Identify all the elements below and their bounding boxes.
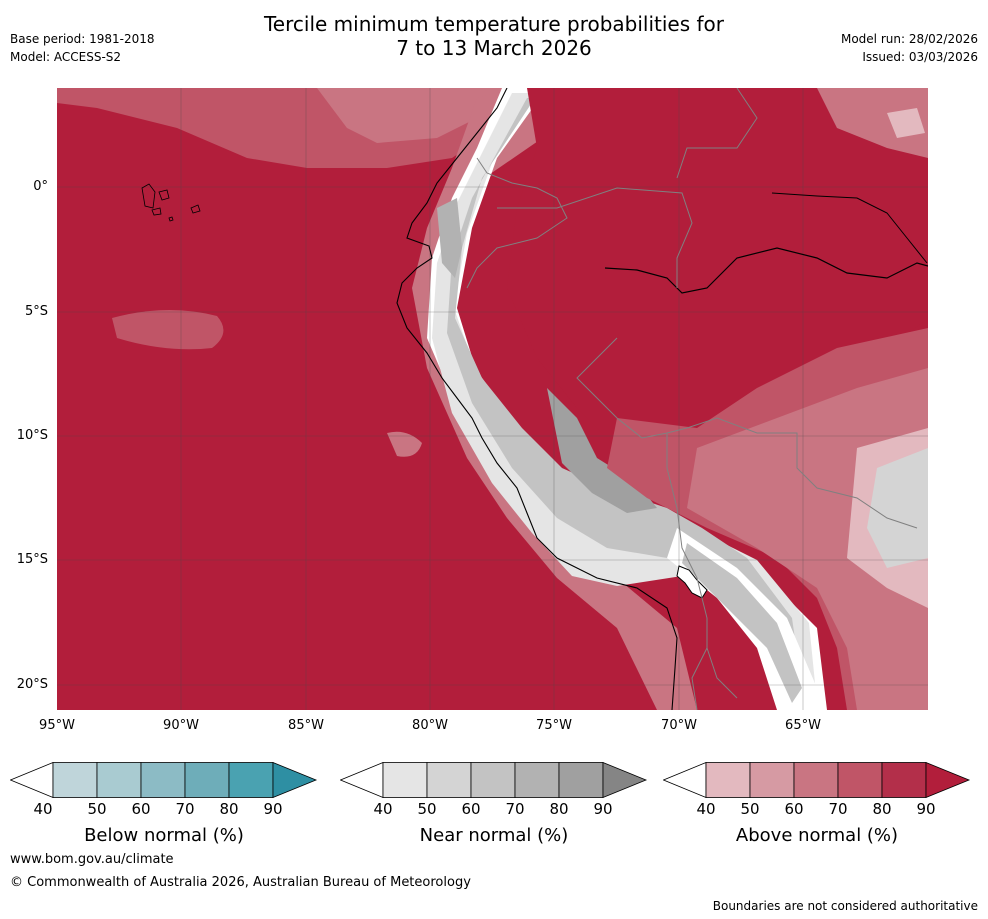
lon-label-80w: 80°W: [412, 718, 448, 733]
galapagos-islands: [141, 183, 201, 222]
colorbar-right-extension: [602, 762, 648, 798]
footer-url: www.bom.gov.au/climate: [10, 852, 174, 867]
lat-label-5s: 5°S: [24, 304, 48, 319]
colorbar-bin: [426, 762, 472, 798]
title-line-1: Tercile minimum temperature probabilitie…: [263, 12, 725, 36]
near-zone-andes-mid: [447, 98, 802, 688]
tick-label: 40: [696, 800, 716, 818]
country-borders: [466, 88, 918, 710]
colorbar-bin: [96, 762, 142, 798]
tick-label: 60: [784, 800, 804, 818]
colorbar-bin: [793, 762, 839, 798]
above-zone-ne-light: [817, 88, 928, 158]
negro-river: [771, 192, 928, 264]
above-zone-north-ocean-2: [317, 88, 507, 143]
colorbar-bin: [749, 762, 795, 798]
probability-map: [57, 88, 928, 710]
colorbar-bin: [558, 762, 604, 798]
colorbar-bin: [705, 762, 751, 798]
lon-label-90w: 90°W: [163, 718, 199, 733]
colorbar-above-ticks: 40 50 60 70 80 90: [663, 800, 971, 820]
island-san-cristobal: [190, 204, 201, 214]
island-santa-cruz: [158, 189, 170, 201]
meta-left: Base period: 1981-2018 Model: ACCESS-S2: [10, 30, 155, 66]
colorbar-above: [663, 762, 971, 798]
lon-label-75w: 75°W: [536, 718, 572, 733]
colorbar-bin: [470, 762, 516, 798]
lat-label-20s: 20°S: [16, 677, 48, 692]
map-title: Tercile minimum temperature probabilitie…: [0, 12, 988, 60]
colorbar-near-label: Near normal (%): [419, 825, 569, 846]
colorbar-bin: [881, 762, 927, 798]
tick-label: 50: [740, 800, 760, 818]
meta-right: Model run: 28/02/2026 Issued: 03/03/2026: [841, 30, 978, 66]
lon-label-95w: 95°W: [39, 718, 75, 733]
footer-disclaimer: Boundaries are not considered authoritat…: [712, 899, 978, 913]
tick-label: 70: [175, 800, 195, 818]
colorbar-bin: [837, 762, 883, 798]
tick-label: 60: [131, 800, 151, 818]
above-zone-island-patch: [112, 309, 224, 350]
colorbar-above-label: Above normal (%): [735, 825, 899, 846]
tick-label: 40: [373, 800, 393, 818]
lon-label-65w: 65°W: [785, 718, 821, 733]
graticule: [57, 88, 928, 710]
above-zone-ne-lighter: [887, 108, 925, 138]
colorbar-bin: [140, 762, 186, 798]
tick-label: 50: [417, 800, 437, 818]
colorbar-below: [10, 762, 318, 798]
colorbar-right-extension: [925, 762, 971, 798]
lat-label-15s: 15°S: [16, 552, 48, 567]
lat-label-10s: 10°S: [16, 428, 48, 443]
island-espanola: [168, 216, 174, 222]
colorbar-left-extension: [663, 762, 707, 798]
tick-label: 50: [87, 800, 107, 818]
near-zone-east-patch: [867, 448, 928, 568]
tick-label: 70: [505, 800, 525, 818]
tick-label: 40: [33, 800, 53, 818]
island-isabela: [141, 183, 156, 209]
tick-label: 80: [872, 800, 892, 818]
lon-label-85w: 85°W: [288, 718, 324, 733]
coastline: [396, 88, 678, 710]
tick-label: 90: [916, 800, 936, 818]
colorbar-bin: [52, 762, 98, 798]
tick-label: 70: [828, 800, 848, 818]
base-period: Base period: 1981-2018: [10, 32, 155, 46]
colorbar-bin: [382, 762, 428, 798]
colorbar-bin: [228, 762, 274, 798]
tick-label: 80: [219, 800, 239, 818]
tick-label: 90: [593, 800, 613, 818]
colorbar-right-extension: [272, 762, 318, 798]
colorbar-left-extension: [340, 762, 384, 798]
above-zone-small-patch: [387, 431, 422, 457]
island-floreana: [151, 207, 162, 216]
amazon-river: [604, 247, 928, 294]
tick-label: 60: [461, 800, 481, 818]
issued-date: Issued: 03/03/2026: [862, 50, 978, 64]
tick-label: 90: [263, 800, 283, 818]
title-line-2: 7 to 13 March 2026: [396, 36, 592, 60]
colorbar-bin: [184, 762, 230, 798]
colorbar-left-extension: [10, 762, 54, 798]
near-zone-south-band-grey: [682, 543, 802, 703]
near-zone-andes-dark-2: [437, 198, 462, 278]
lon-label-70w: 70°W: [661, 718, 697, 733]
model-name: Model: ACCESS-S2: [10, 50, 122, 64]
footer-copyright: © Commonwealth of Australia 2026, Austra…: [10, 875, 471, 890]
colorbar-near: [340, 762, 648, 798]
colorbar-below-ticks: 40 50 60 70 80 90: [10, 800, 318, 820]
colorbar-bin: [514, 762, 560, 798]
tick-label: 80: [549, 800, 569, 818]
model-run: Model run: 28/02/2026: [840, 32, 978, 46]
colorbar-below-label: Below normal (%): [84, 825, 244, 846]
colorbar-near-ticks: 40 50 60 70 80 90: [340, 800, 648, 820]
lat-label-0: 0°: [33, 179, 48, 194]
